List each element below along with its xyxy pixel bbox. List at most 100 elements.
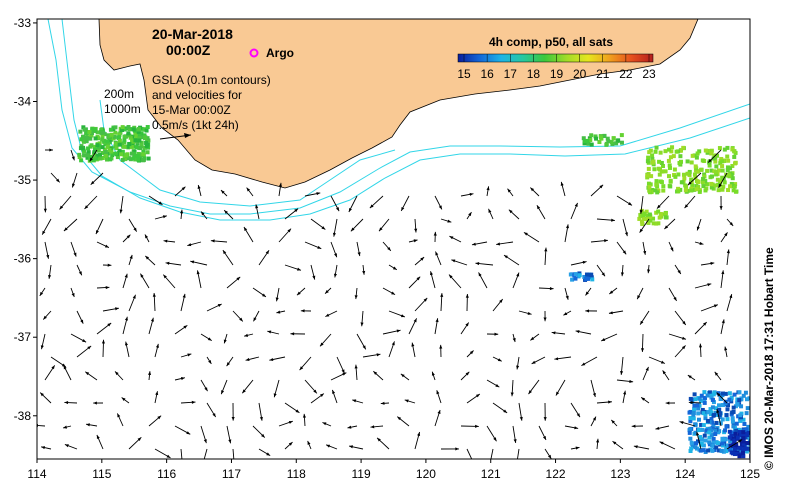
velocity-arrowhead <box>101 339 105 344</box>
sst-pixel <box>122 134 127 139</box>
velocity-arrowhead <box>244 333 249 337</box>
sst-pixel <box>694 187 699 192</box>
sst-pixel <box>654 221 659 226</box>
sst-pixel <box>639 214 644 219</box>
velocity-arrowhead <box>243 226 248 231</box>
sst-pixel <box>711 156 716 161</box>
velocity-arrowhead <box>687 375 692 379</box>
sst-pixel <box>115 155 120 160</box>
sst-pixel <box>109 137 114 142</box>
sst-pixel <box>653 149 658 154</box>
velocity-arrowhead <box>341 369 345 374</box>
sst-pixel <box>651 221 656 226</box>
velocity-arrowhead <box>221 390 225 395</box>
velocity-arrowhead <box>313 389 317 394</box>
velocity-arrowhead <box>267 330 272 334</box>
velocity-arrowhead <box>620 272 624 277</box>
velocity-arrowhead <box>721 270 725 275</box>
sst-pixel <box>714 445 719 450</box>
sst-pixel <box>663 149 668 154</box>
velocity-arrowhead <box>396 329 401 333</box>
sst-pixel <box>752 448 756 452</box>
sst-pixel <box>741 454 746 459</box>
sst-pixel <box>78 129 83 134</box>
sst-pixel <box>699 393 704 398</box>
sst-pixel <box>711 423 716 428</box>
sst-pixel <box>113 151 118 156</box>
sst-pixel <box>696 169 701 174</box>
velocity-arrowhead <box>140 273 144 278</box>
sst-pixel <box>716 188 721 193</box>
velocity-arrowhead <box>581 362 586 366</box>
velocity-arrowhead <box>335 207 340 212</box>
sst-pixel <box>753 445 757 449</box>
sst-pixel <box>616 138 621 143</box>
velocity-arrowhead <box>655 426 660 430</box>
sst-pixel <box>132 149 137 154</box>
velocity-arrowhead <box>119 209 123 214</box>
velocity-arrowhead <box>624 232 628 237</box>
sst-pixel <box>669 149 674 154</box>
velocity-arrowhead <box>297 267 301 271</box>
velocity-arrowhead <box>350 227 355 232</box>
sst-pixel <box>732 392 737 397</box>
sst-pixel <box>666 174 671 179</box>
velocity-arrowhead <box>455 447 459 451</box>
velocity-arrowhead <box>599 184 604 189</box>
velocity-arrowhead <box>507 188 511 193</box>
sst-pixel <box>668 155 673 160</box>
velocity-arrowhead <box>269 357 274 362</box>
sst-pixel <box>741 430 746 435</box>
velocity-arrowhead <box>400 314 405 318</box>
sst-pixel <box>714 412 719 417</box>
sst-pixel <box>744 427 749 432</box>
sst-pixel <box>747 437 750 442</box>
velocity-arrowhead <box>307 440 311 445</box>
sst-pixel <box>693 397 698 402</box>
velocity-arrowhead <box>39 291 44 296</box>
sst-pixel <box>745 406 750 411</box>
velocity-arrowhead <box>699 241 704 245</box>
sst-pixel <box>713 428 718 433</box>
sst-pixel <box>88 136 93 141</box>
sst-pixel <box>694 441 699 446</box>
velocity-arrowhead <box>437 409 441 414</box>
sst-pixel <box>114 141 119 146</box>
velocity-arrowhead <box>604 239 608 243</box>
sst-pixel <box>663 215 668 220</box>
sst-pixel <box>711 413 716 418</box>
velocity-arrowhead <box>496 242 501 246</box>
sst-pixel <box>661 184 666 189</box>
sst-pixel <box>733 431 738 436</box>
velocity-arrowhead <box>107 323 112 327</box>
sst-pixel <box>746 424 750 429</box>
velocity-arrowhead <box>416 276 421 281</box>
sst-pixel <box>124 153 129 158</box>
contour-label-1000m: 1000m <box>104 102 141 116</box>
sst-pixel <box>614 141 619 146</box>
sst-pixel <box>659 180 664 185</box>
velocity-arrowhead <box>510 392 514 397</box>
velocity-arrowhead <box>547 454 552 459</box>
sst-pixel <box>86 146 91 151</box>
sst-pixel <box>696 406 701 411</box>
velocity-arrowhead <box>290 332 295 336</box>
velocity-arrowhead <box>207 337 212 341</box>
sst-pixel <box>751 440 755 444</box>
sst-pixel <box>696 411 701 416</box>
sst-pixel <box>641 217 646 222</box>
sst-pixel <box>688 448 693 453</box>
velocity-arrowhead <box>261 433 265 438</box>
velocity-arrowhead <box>400 373 405 378</box>
sst-pixel <box>573 272 578 277</box>
y-tick-label: -33 <box>14 16 32 30</box>
velocity-arrowhead <box>220 190 225 194</box>
sst-pixel <box>703 395 708 400</box>
sst-pixel <box>676 189 681 194</box>
sst-pixel <box>697 149 702 154</box>
velocity-arrowhead <box>332 232 336 237</box>
sst-pixel <box>720 403 725 408</box>
x-tick-label: 119 <box>352 467 371 481</box>
velocity-arrowhead <box>158 201 163 205</box>
velocity-arrowhead <box>348 207 352 212</box>
